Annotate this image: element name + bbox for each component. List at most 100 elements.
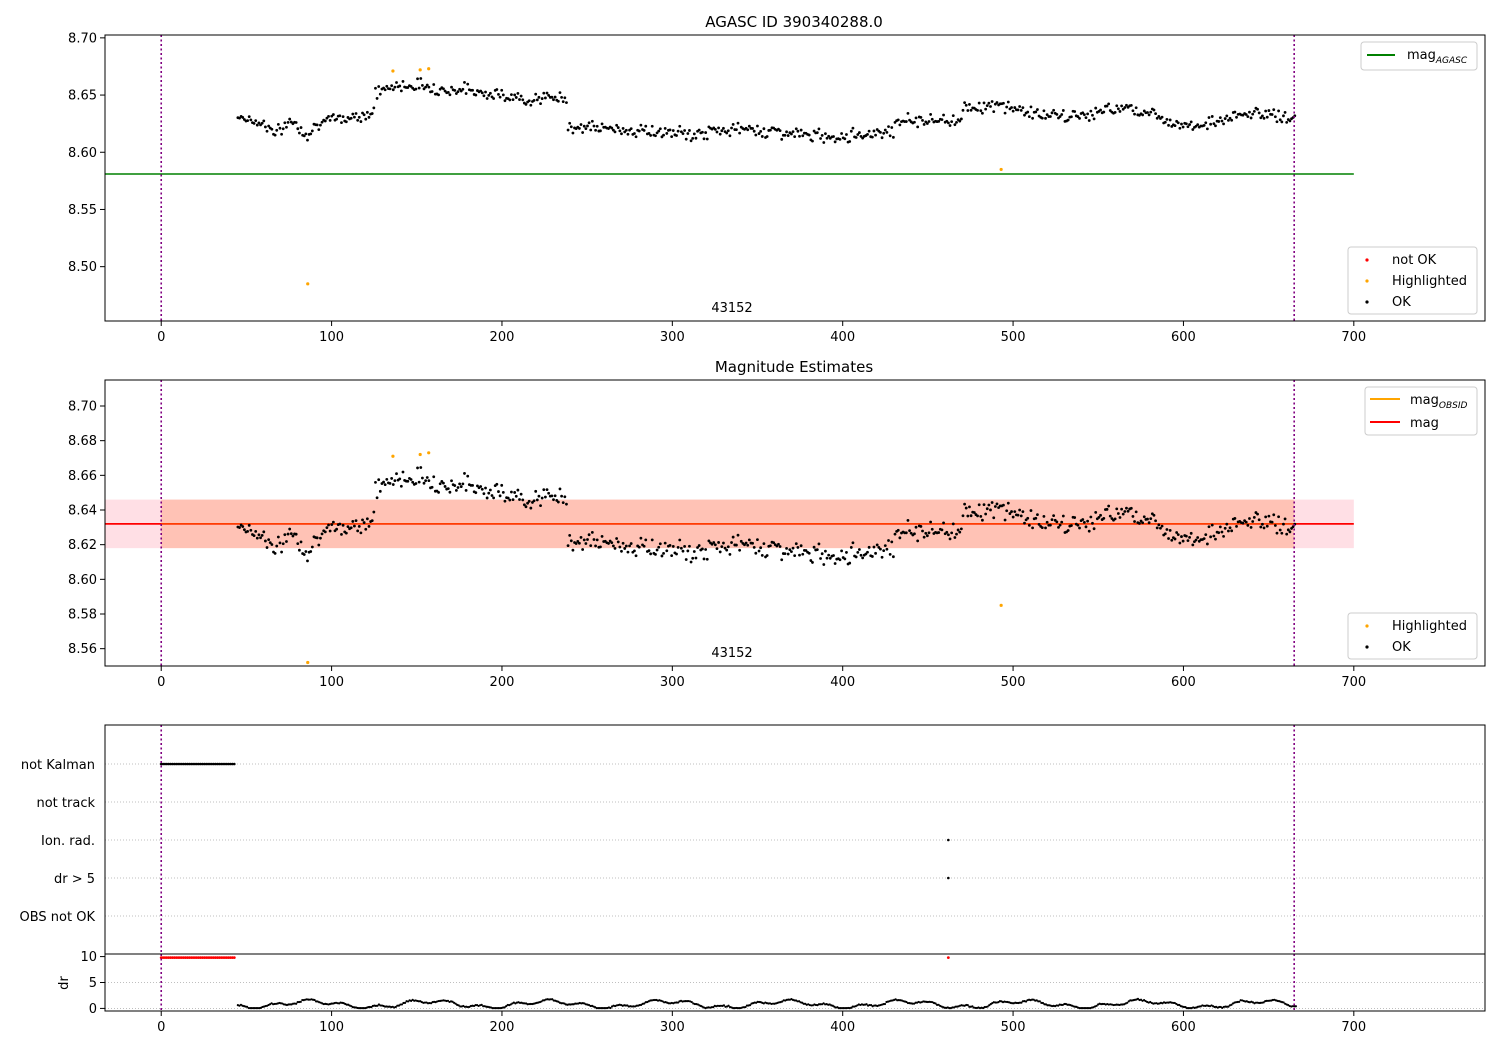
- data-point-ok: [1227, 529, 1230, 533]
- data-point-ok: [1196, 123, 1200, 127]
- data-point-ok: [421, 476, 424, 480]
- data-point-ok: [1168, 118, 1172, 122]
- data-point-ok: [644, 538, 648, 542]
- data-point-ok: [395, 81, 398, 84]
- data-point-ok: [620, 132, 623, 136]
- data-point-ok: [456, 486, 460, 489]
- dr-point: [362, 1007, 365, 1010]
- data-point-ok: [508, 98, 512, 102]
- data-point-ok: [906, 111, 910, 115]
- data-point-ok: [442, 481, 445, 485]
- data-point-ok: [628, 544, 631, 548]
- data-point-ok: [870, 555, 874, 558]
- data-point-ok: [1086, 112, 1090, 116]
- data-point-ok: [297, 548, 301, 552]
- data-point-ok: [432, 83, 436, 86]
- data-point-ok: [442, 87, 445, 91]
- flag-label-obs-not-ok: OBS not OK: [20, 910, 96, 925]
- data-point-ok: [1251, 112, 1255, 116]
- data-point-ok: [817, 127, 821, 131]
- data-point-ok: [1180, 535, 1183, 538]
- data-point-ok: [990, 100, 994, 103]
- dr-point: [451, 1000, 454, 1003]
- data-point-ok: [327, 115, 330, 118]
- data-point-ok: [916, 539, 920, 543]
- data-point-ok: [537, 494, 541, 498]
- data-point-ok: [778, 545, 782, 548]
- data-point-ok: [589, 544, 593, 548]
- data-point-ok: [1204, 121, 1208, 125]
- data-point-ok: [639, 123, 643, 127]
- data-point-ok: [840, 549, 843, 553]
- data-point-ok: [796, 129, 800, 133]
- data-point-ok: [558, 487, 562, 491]
- dr-point: [1185, 1007, 1189, 1010]
- x-tick-label: 0: [157, 330, 165, 345]
- data-point-ok: [417, 480, 421, 484]
- data-point-ok: [657, 545, 661, 549]
- dr-point: [1046, 1004, 1049, 1007]
- data-point-highlighted: [427, 451, 431, 455]
- flag-point: [186, 762, 189, 766]
- data-point-ok: [1029, 509, 1033, 512]
- data-point-ok: [924, 531, 928, 535]
- data-point-ok: [411, 480, 415, 484]
- dr-point: [253, 1007, 256, 1010]
- data-point-ok: [702, 137, 706, 141]
- x-tick-label: 0: [157, 675, 165, 690]
- data-point-ok: [681, 132, 685, 136]
- data-point-ok: [255, 123, 259, 127]
- data-point-ok: [542, 91, 546, 95]
- data-point-ok: [644, 124, 648, 128]
- data-point-ok: [759, 546, 763, 550]
- data-point-ok: [1256, 512, 1259, 516]
- data-point-ok: [637, 545, 641, 549]
- data-point-ok: [586, 124, 589, 128]
- data-point-ok: [893, 121, 897, 124]
- top-annotation: 43152: [711, 301, 752, 316]
- data-point-ok: [1094, 511, 1098, 514]
- data-point-ok: [610, 541, 614, 545]
- data-point-ok: [340, 121, 343, 124]
- dr-point: [494, 1007, 497, 1010]
- dr-point: [968, 1005, 971, 1008]
- data-point-ok: [1212, 534, 1216, 538]
- dr-point: [974, 1006, 977, 1010]
- data-point-ok: [671, 545, 675, 548]
- data-point-ok: [1282, 114, 1285, 118]
- data-point-ok: [1099, 108, 1102, 112]
- data-point-ok: [642, 544, 646, 548]
- data-point-ok: [500, 88, 504, 92]
- data-point-ok: [1262, 526, 1266, 530]
- data-point-ok: [466, 474, 470, 478]
- data-point-ok: [796, 546, 800, 549]
- data-point-ok: [351, 520, 355, 523]
- data-point-ok: [599, 129, 602, 133]
- dr-point: [712, 1006, 715, 1009]
- data-point-ok: [1133, 520, 1136, 523]
- dr-point: [906, 1001, 910, 1005]
- data-point-ok: [335, 527, 339, 531]
- data-point-ok: [734, 128, 738, 132]
- flag-point: [171, 762, 174, 766]
- x-tick-label: 200: [490, 1020, 515, 1035]
- data-point-ok: [1244, 113, 1248, 116]
- data-point-ok: [268, 541, 272, 545]
- dr-point: [1254, 1001, 1258, 1004]
- data-point-ok: [927, 531, 931, 535]
- data-point-ok: [294, 121, 298, 124]
- data-point-ok: [289, 532, 293, 535]
- data-point-ok: [953, 536, 957, 539]
- dr-point: [600, 1007, 603, 1010]
- data-point-ok: [320, 532, 324, 536]
- data-point-ok: [1178, 126, 1182, 130]
- data-point-ok: [453, 88, 457, 92]
- dr-point: [482, 1005, 485, 1008]
- dr-point: [840, 1007, 844, 1010]
- data-point-ok: [1222, 534, 1225, 538]
- data-point-ok: [1061, 109, 1065, 112]
- data-point-ok: [450, 479, 453, 483]
- data-point-ok: [717, 541, 720, 544]
- dr-point: [1063, 1002, 1066, 1006]
- data-point-ok: [634, 135, 638, 139]
